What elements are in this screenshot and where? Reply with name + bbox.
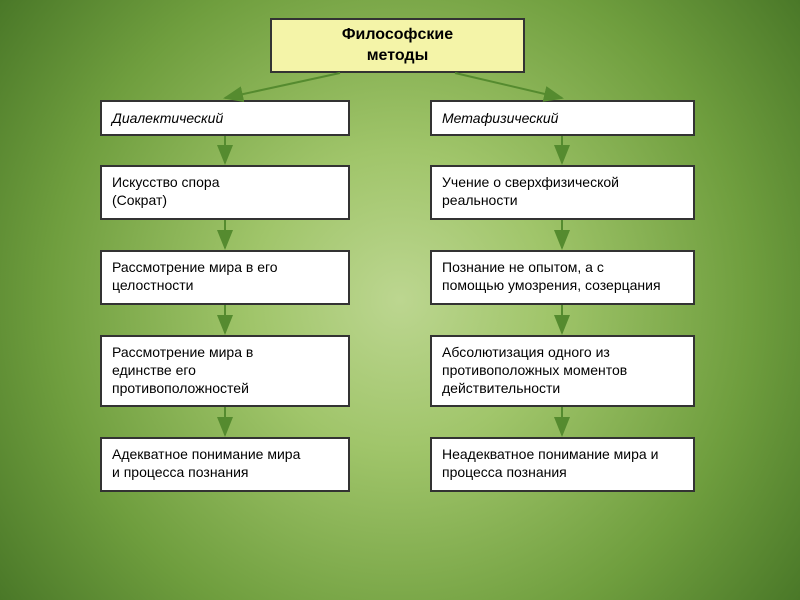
right-header-text: Метафизический (442, 109, 558, 127)
title-text: Философские методы (342, 25, 453, 67)
left-item-1-text: Рассмотрение мира в его целостности (112, 258, 278, 294)
left-header-text: Диалектический (112, 109, 223, 127)
right-item-0: Учение о сверхфизической реальности (430, 165, 695, 220)
left-item-0: Искусство спора (Сократ) (100, 165, 350, 220)
right-item-1-text: Познание не опытом, а с помощью умозрени… (442, 258, 661, 294)
right-item-1: Познание не опытом, а с помощью умозрени… (430, 250, 695, 305)
right-item-3: Неадекватное понимание мира и процесса п… (430, 437, 695, 492)
right-header-box: Метафизический (430, 100, 695, 136)
left-item-2: Рассмотрение мира в единстве его противо… (100, 335, 350, 407)
right-item-3-text: Неадекватное понимание мира и процесса п… (442, 445, 658, 481)
right-item-0-text: Учение о сверхфизической реальности (442, 173, 619, 209)
right-item-2: Абсолютизация одного из противоположных … (430, 335, 695, 407)
left-header-box: Диалектический (100, 100, 350, 136)
left-item-1: Рассмотрение мира в его целостности (100, 250, 350, 305)
title-box: Философские методы (270, 18, 525, 73)
diagram-canvas: { "title": "Философские\nметоды", "left"… (0, 0, 800, 600)
left-item-3: Адекватное понимание мира и процесса поз… (100, 437, 350, 492)
right-item-2-text: Абсолютизация одного из противоположных … (442, 343, 627, 398)
left-item-0-text: Искусство спора (Сократ) (112, 173, 220, 209)
left-item-3-text: Адекватное понимание мира и процесса поз… (112, 445, 300, 481)
left-item-2-text: Рассмотрение мира в единстве его противо… (112, 343, 253, 398)
